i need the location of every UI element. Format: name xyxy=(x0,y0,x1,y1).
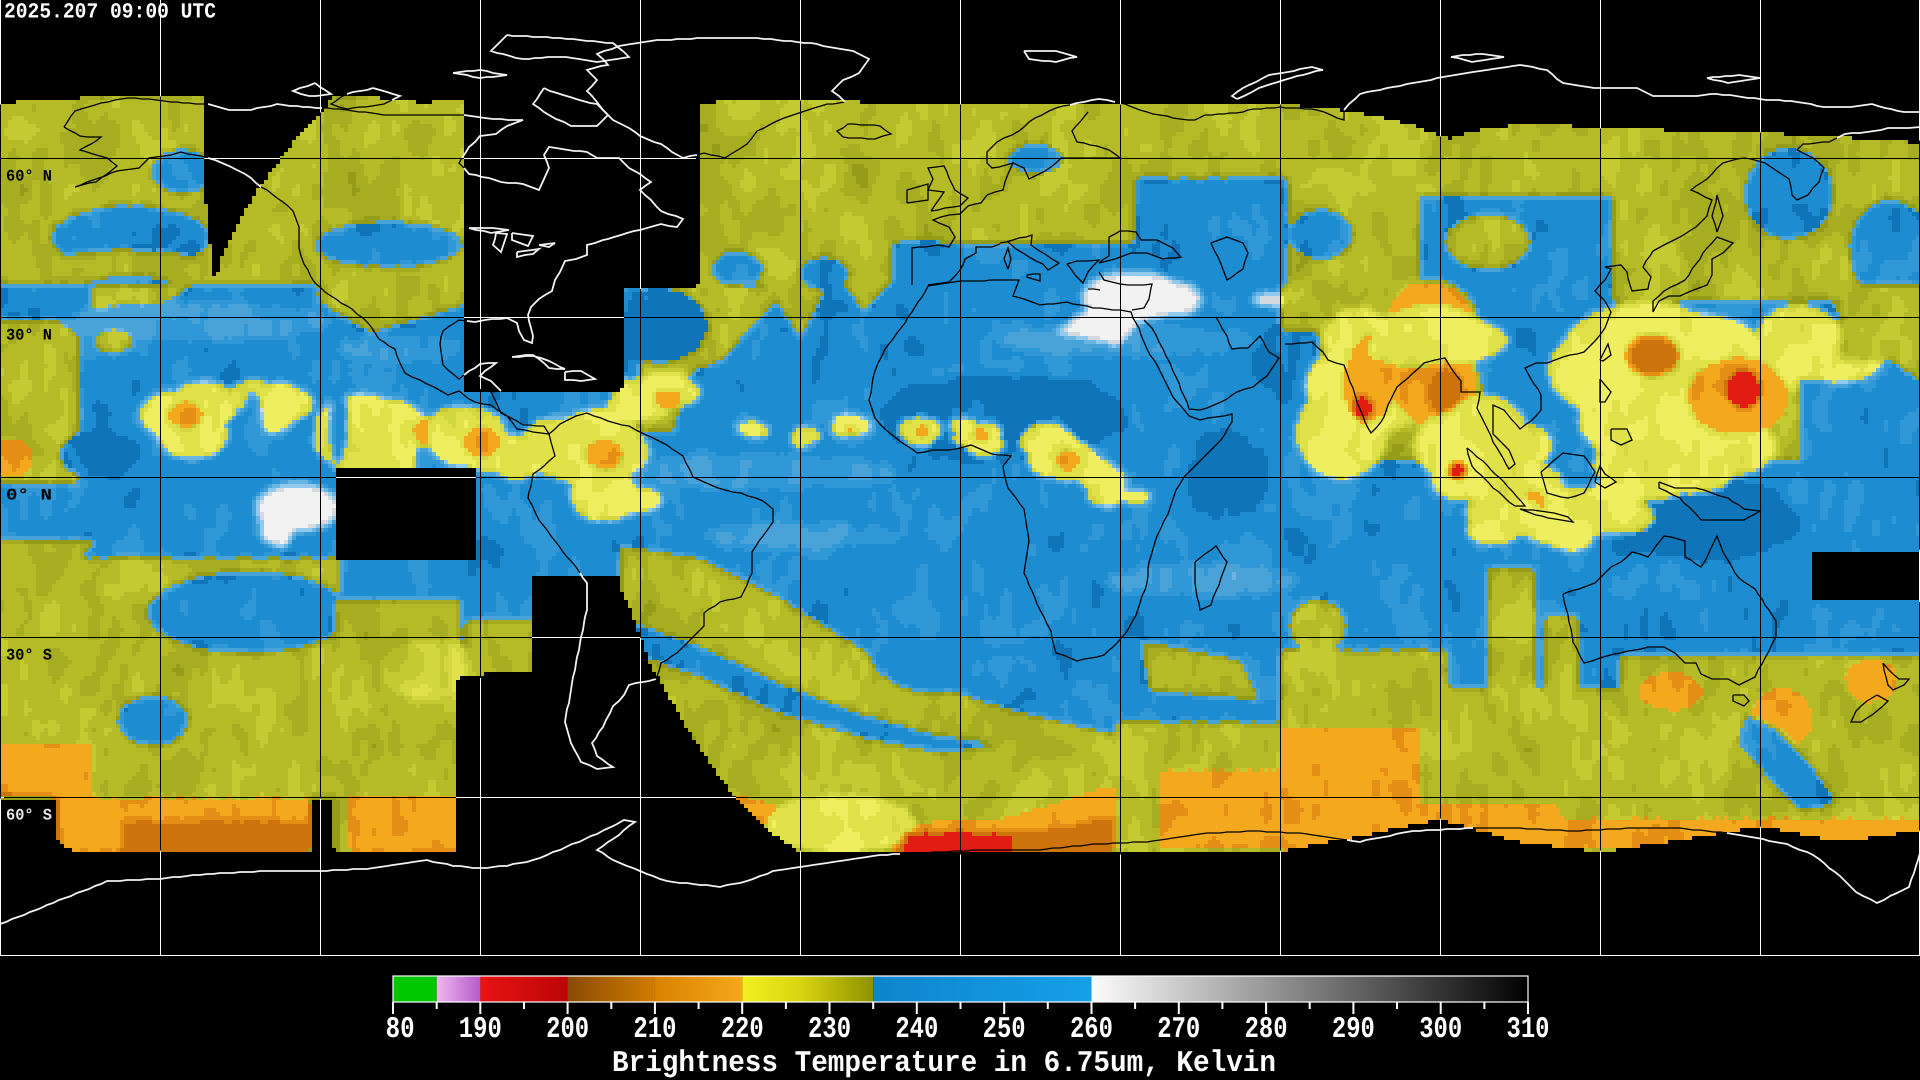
svg-text:280: 280 xyxy=(1245,1013,1288,1047)
svg-text:60° S: 60° S xyxy=(6,807,52,825)
svg-text:270: 270 xyxy=(1157,1013,1200,1047)
svg-text:30° N: 30° N xyxy=(6,327,52,345)
svg-text:250: 250 xyxy=(983,1013,1026,1047)
svg-text:2025.207 09:00 UTC: 2025.207 09:00 UTC xyxy=(4,1,216,25)
svg-text:230: 230 xyxy=(808,1013,851,1047)
svg-text:190: 190 xyxy=(459,1013,502,1047)
svg-text:60° N: 60° N xyxy=(6,168,52,186)
svg-text:260: 260 xyxy=(1070,1013,1113,1047)
svg-text:30° S: 30° S xyxy=(6,647,52,665)
svg-text:80: 80 xyxy=(386,1013,415,1047)
svg-text:240: 240 xyxy=(895,1013,938,1047)
svg-text:220: 220 xyxy=(721,1013,764,1047)
svg-text:0° N: 0° N xyxy=(6,487,52,505)
svg-text:310: 310 xyxy=(1507,1013,1550,1047)
svg-text:200: 200 xyxy=(546,1013,589,1047)
svg-text:210: 210 xyxy=(633,1013,676,1047)
svg-text:Brightness Temperature in 6.75: Brightness Temperature in 6.75um, Kelvin xyxy=(612,1047,1276,1080)
svg-text:290: 290 xyxy=(1332,1013,1375,1047)
svg-text:300: 300 xyxy=(1419,1013,1462,1047)
